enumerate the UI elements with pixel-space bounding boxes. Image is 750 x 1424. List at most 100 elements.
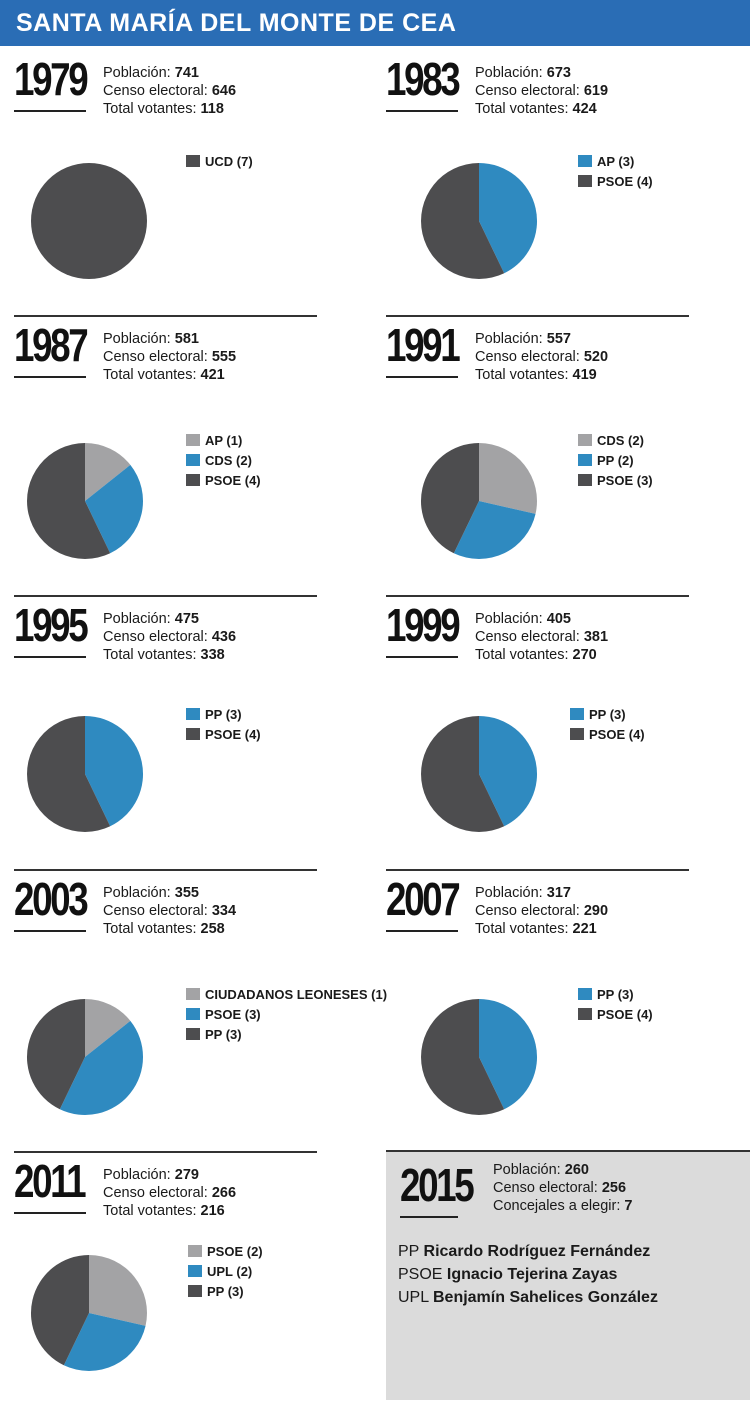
year-label: 1979 bbox=[14, 53, 89, 105]
pie-slice bbox=[59, 1020, 144, 1116]
legend-label: PSOE (4) bbox=[205, 473, 261, 488]
year-underline bbox=[14, 376, 86, 378]
legend-item: UPL (2) bbox=[188, 1262, 263, 1282]
legend-item: PP (3) bbox=[578, 985, 653, 1005]
legend-label: PSOE (3) bbox=[597, 473, 653, 488]
year-label: 2003 bbox=[14, 873, 89, 925]
panel-1: 1983 Población: 673 Censo electoral: 619 To… bbox=[372, 52, 742, 322]
stats-block: Población: 557 Censo electoral: 520 Total … bbox=[475, 330, 608, 384]
stat-value-votantes: 419 bbox=[572, 367, 597, 383]
stats-block: Población: 355 Censo electoral: 334 Total … bbox=[103, 884, 236, 938]
page-title: SANTA MARÍA DEL MONTE DE CEA bbox=[16, 9, 457, 37]
candidate-party: PSOE bbox=[398, 1266, 443, 1283]
pie-slice bbox=[421, 716, 505, 832]
legend: PP (3) PSOE (4) bbox=[578, 985, 653, 1025]
legend-swatch bbox=[188, 1245, 202, 1257]
year-label: 1999 bbox=[386, 599, 461, 651]
legend-label: AP (3) bbox=[597, 154, 635, 169]
year-underline bbox=[14, 930, 86, 932]
stats-block: Población: 581 Censo electoral: 555 Total … bbox=[103, 330, 236, 384]
divider bbox=[14, 1151, 317, 1153]
stat-value-votantes: 258 bbox=[200, 921, 225, 937]
candidate-row: PP Ricardo Rodríguez Fernández bbox=[398, 1240, 658, 1263]
year-label: 1991 bbox=[386, 319, 461, 371]
year-label: 2015 bbox=[400, 1159, 475, 1211]
stat-label: Censo electoral: bbox=[103, 903, 208, 919]
legend-item: PP (3) bbox=[186, 1025, 387, 1045]
stat-label: Población: bbox=[103, 331, 171, 347]
candidate-name: Ricardo Rodríguez Fernández bbox=[423, 1243, 651, 1260]
stats-block: Población: 673 Censo electoral: 619 Total … bbox=[475, 64, 608, 118]
stat-value-poblacion: 475 bbox=[174, 611, 199, 627]
legend-label: PSOE (2) bbox=[207, 1244, 263, 1259]
stat-value-censo: 266 bbox=[211, 1185, 237, 1201]
panel-7: 2007 Población: 317 Censo electoral: 290 To… bbox=[372, 869, 742, 1142]
legend-label: AP (1) bbox=[205, 433, 243, 448]
stat-value-votantes: 216 bbox=[200, 1203, 225, 1219]
legend-swatch bbox=[186, 708, 200, 720]
stat-label: Censo electoral: bbox=[475, 349, 580, 365]
stats-block: Población: 741 Censo electoral: 646 Total … bbox=[103, 64, 236, 118]
pie-slice bbox=[26, 999, 85, 1110]
legend-label: CDS (2) bbox=[205, 453, 252, 468]
stat-label: Censo electoral: bbox=[103, 83, 208, 99]
stat-value-censo: 290 bbox=[583, 903, 609, 919]
legend-item: PSOE (4) bbox=[578, 1005, 653, 1025]
panel-8: 2011 Población: 279 Censo electoral: 266 To… bbox=[0, 1151, 370, 1424]
legend: CIUDADANOS LEONESES (1) PSOE (3) PP (3) bbox=[186, 985, 387, 1045]
year-label: 1983 bbox=[386, 53, 461, 105]
stat-label: Censo electoral: bbox=[475, 83, 580, 99]
divider bbox=[386, 595, 689, 597]
stat-value-poblacion: 673 bbox=[546, 65, 571, 81]
legend-item: AP (3) bbox=[578, 152, 653, 172]
legend-label: UPL (2) bbox=[207, 1264, 253, 1279]
pie-slice bbox=[479, 716, 538, 827]
stat-value-censo: 436 bbox=[211, 629, 237, 645]
legend: PP (3) PSOE (4) bbox=[186, 705, 261, 745]
stat-label: Censo electoral: bbox=[103, 629, 208, 645]
stat-label: Total votantes: bbox=[103, 647, 197, 663]
divider bbox=[14, 869, 317, 871]
year-underline bbox=[14, 656, 86, 658]
pie-chart bbox=[421, 163, 538, 279]
legend-swatch bbox=[188, 1285, 202, 1297]
legend-label: PSOE (4) bbox=[597, 1007, 653, 1022]
legend-item: PSOE (4) bbox=[186, 725, 261, 745]
stat-label: Censo electoral: bbox=[475, 629, 580, 645]
legend-swatch bbox=[186, 1008, 200, 1020]
stat-label: Concejales a elegir: bbox=[493, 1198, 621, 1214]
candidate-party: UPL bbox=[398, 1289, 429, 1306]
legend-label: PSOE (4) bbox=[589, 727, 645, 742]
legend-label: CIUDADANOS LEONESES (1) bbox=[205, 987, 388, 1002]
pie-chart bbox=[421, 999, 538, 1115]
legend-item: CIUDADANOS LEONESES (1) bbox=[186, 985, 387, 1005]
stat-value-votantes: 338 bbox=[200, 647, 225, 663]
stats-block: Población: 260 Censo electoral: 256 Conc… bbox=[493, 1161, 632, 1215]
legend-swatch bbox=[186, 474, 200, 486]
pie-slice bbox=[420, 443, 479, 554]
legend-swatch bbox=[578, 434, 592, 446]
pie-slice bbox=[85, 716, 144, 827]
pie-chart bbox=[30, 1255, 148, 1372]
pie-slice bbox=[89, 1255, 148, 1326]
stat-label: Población: bbox=[103, 885, 171, 901]
legend-item: PP (3) bbox=[186, 705, 261, 725]
stat-value-poblacion: 317 bbox=[546, 885, 571, 901]
legend-label: PP (2) bbox=[597, 453, 634, 468]
panel-6: 2003 Población: 355 Censo electoral: 334 To… bbox=[0, 869, 387, 1142]
year-underline bbox=[14, 1212, 86, 1214]
legend-swatch bbox=[578, 474, 592, 486]
year-underline bbox=[386, 656, 458, 658]
stat-label: Población: bbox=[493, 1162, 561, 1178]
candidate-row: UPL Benjamín Sahelices González bbox=[398, 1286, 658, 1309]
panel-3: 1991 Población: 557 Censo electoral: 520 To… bbox=[372, 315, 742, 588]
pie-slice bbox=[479, 163, 538, 274]
legend-label: CDS (2) bbox=[597, 433, 644, 448]
divider bbox=[386, 1150, 750, 1152]
candidate-row: PSOE Ignacio Tejerina Zayas bbox=[398, 1263, 658, 1286]
legend-item: PP (3) bbox=[188, 1282, 263, 1302]
pie-slice bbox=[85, 443, 131, 501]
stat-label: Total votantes: bbox=[475, 101, 569, 117]
election-2015-box: 2015 Población: 260 Censo electoral: 256… bbox=[386, 1150, 750, 1400]
stat-label: Total votantes: bbox=[103, 1203, 197, 1219]
